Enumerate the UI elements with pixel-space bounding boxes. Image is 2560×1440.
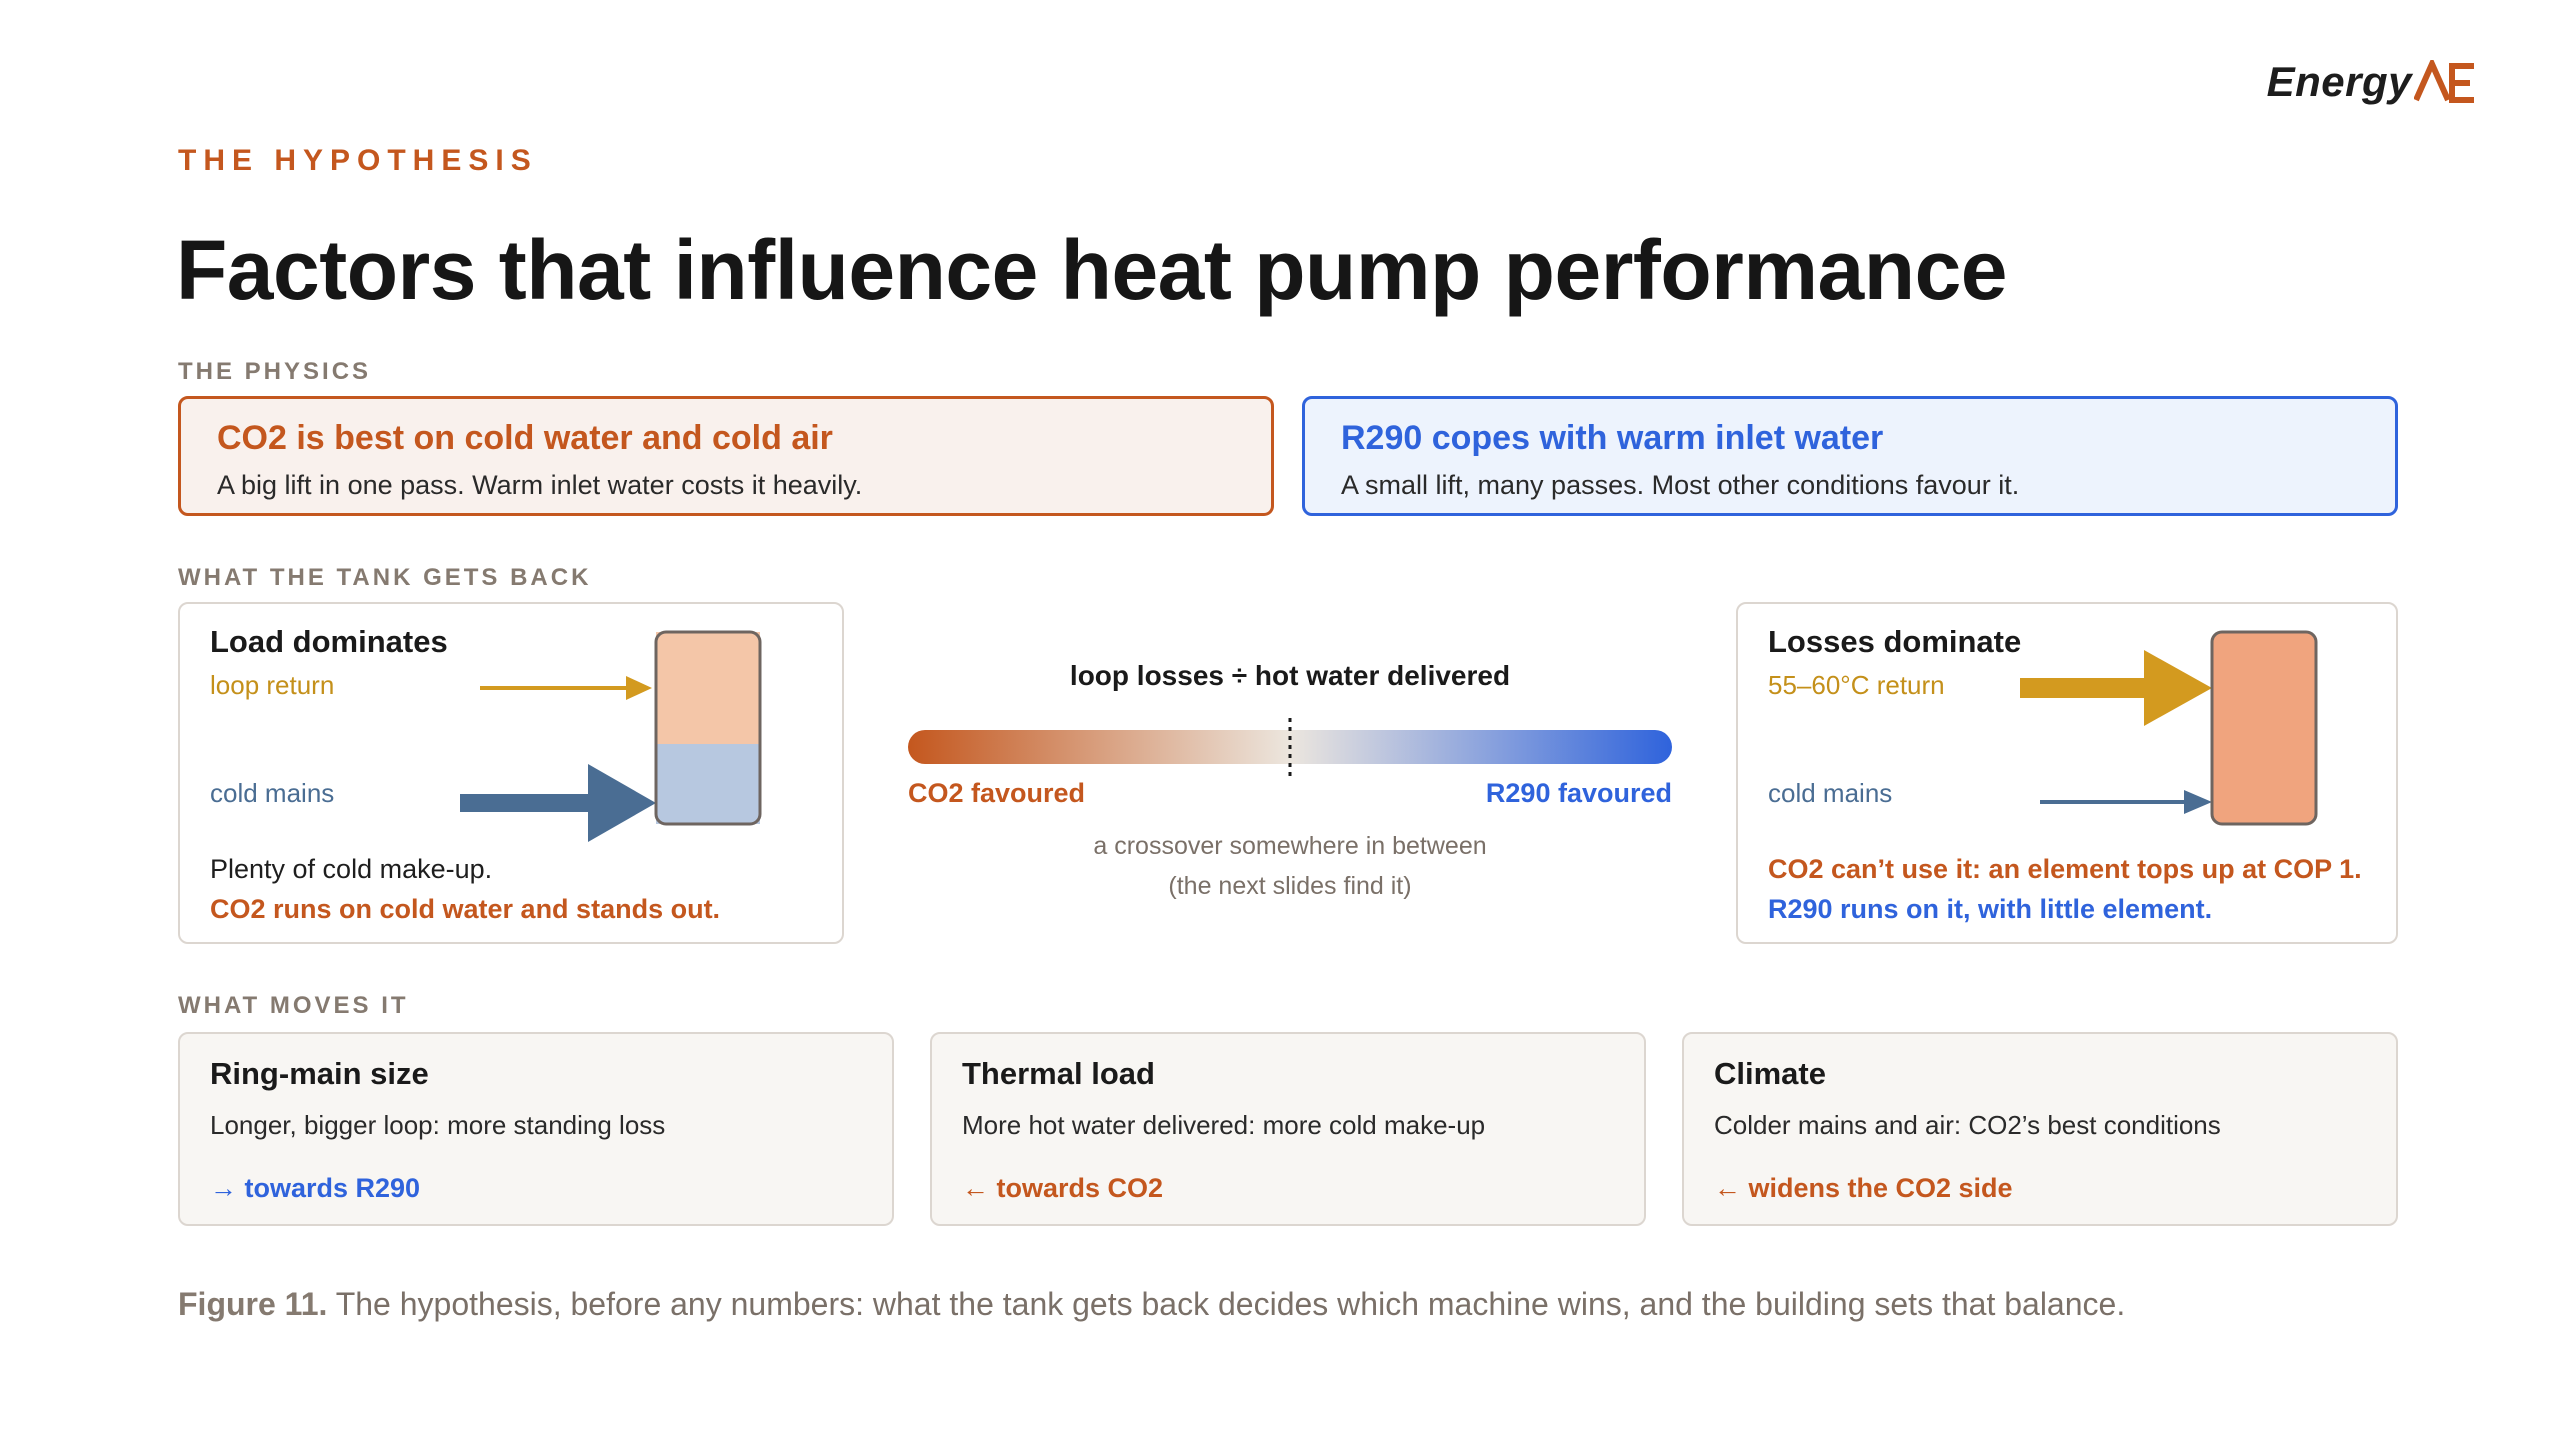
- move-card-ring-main: Ring-main size Longer, bigger loop: more…: [178, 1032, 894, 1226]
- load-dominates-title: Load dominates: [210, 624, 448, 659]
- logo-text: Energy: [2266, 58, 2412, 105]
- cold-mains-label-right: cold mains: [1768, 778, 1893, 808]
- hot-return-arrow-shaft: [2020, 678, 2146, 698]
- physics-co2-title: CO2 is best on cold water and cold air: [217, 419, 833, 457]
- ae-logo-mark-icon: [2414, 60, 2474, 103]
- mains-arrowhead-thin: [2184, 790, 2212, 814]
- scale-note: a crossover somewhere in between (the ne…: [900, 826, 1680, 906]
- physics-card-co2: CO2 is best on cold water and cold air A…: [178, 396, 1274, 516]
- move-text: Longer, bigger loop: more standing loss: [210, 1110, 666, 1140]
- move-title: Thermal load: [962, 1056, 1155, 1091]
- tank-card-losses-dominate: Losses dominate 55–60°C return cold main…: [1736, 602, 2398, 944]
- brand-logo: Energy: [2267, 58, 2480, 106]
- move-card-thermal-load: Thermal load More hot water delivered: m…: [930, 1032, 1646, 1226]
- loop-return-label: loop return: [210, 670, 335, 700]
- tank-cold-section: [656, 744, 760, 824]
- scale-gradient-bar: [908, 718, 1672, 776]
- section-label-physics: THE PHYSICS: [178, 358, 372, 385]
- caption-text: The hypothesis, before any numbers: what…: [327, 1286, 2126, 1322]
- move-text: Colder mains and air: CO2’s best conditi…: [1714, 1110, 2221, 1140]
- crossover-scale: loop losses ÷ hot water delivered CO2 fa…: [900, 660, 1680, 900]
- move-direction: ← towards CO2: [962, 1173, 1164, 1203]
- section-label-tank: WHAT THE TANK GETS BACK: [178, 564, 592, 591]
- scale-title: loop losses ÷ hot water delivered: [1069, 660, 1511, 691]
- mains-arrowhead: [588, 764, 656, 842]
- scale-note-line1: a crossover somewhere in between: [1093, 832, 1487, 860]
- figure-caption: Figure 11. The hypothesis, before any nu…: [178, 1286, 2125, 1323]
- mains-arrow-shaft: [460, 794, 588, 812]
- move-card-climate: Climate Colder mains and air: CO2’s best…: [1682, 1032, 2398, 1226]
- physics-co2-text: A big lift in one pass. Warm inlet water…: [217, 470, 863, 500]
- load-dominates-note: Plenty of cold make-up.: [210, 854, 493, 884]
- page-title: Factors that influence heat pump perform…: [176, 223, 2008, 317]
- cold-mains-label: cold mains: [210, 778, 335, 808]
- hot-return-label: 55–60°C return: [1768, 670, 1945, 700]
- caption-prefix: Figure 11.: [178, 1286, 328, 1322]
- section-label-moves: WHAT MOVES IT: [178, 992, 409, 1019]
- scale-right-label: R290 favoured: [1485, 778, 1672, 808]
- tank-hot: [2210, 630, 2318, 826]
- physics-r290-title: R290 copes with warm inlet water: [1341, 419, 1884, 457]
- losses-dominate-diagram: [2020, 630, 2318, 826]
- move-direction: ← widens the CO2 side: [1714, 1173, 2013, 1203]
- hot-return-arrowhead: [2144, 650, 2212, 726]
- eyebrow: THE HYPOTHESIS: [178, 144, 538, 177]
- losses-dominate-r290-note: R290 runs on it, with little element.: [1768, 894, 2213, 924]
- tank-outline: [654, 630, 762, 826]
- losses-dominate-title: Losses dominate: [1768, 624, 2022, 659]
- physics-r290-text: A small lift, many passes. Most other co…: [1341, 470, 2020, 500]
- losses-dominate-co2-note: CO2 can’t use it: an element tops up at …: [1768, 854, 2362, 884]
- move-title: Climate: [1714, 1056, 1826, 1091]
- scale-left-label: CO2 favoured: [908, 778, 1086, 808]
- move-direction: → towards R290: [210, 1173, 421, 1203]
- load-dominates-conclusion: CO2 runs on cold water and stands out.: [210, 894, 721, 924]
- move-text: More hot water delivered: more cold make…: [962, 1110, 1486, 1140]
- scale-note-line2: (the next slides find it): [1168, 872, 1412, 900]
- physics-card-r290: R290 copes with warm inlet water A small…: [1302, 396, 2398, 516]
- load-dominates-diagram: [460, 630, 762, 842]
- tank-warm-section: [656, 632, 760, 744]
- move-title: Ring-main size: [210, 1056, 429, 1091]
- tank-card-load-dominates: Load dominates loop return cold mains Pl…: [178, 602, 844, 944]
- loop-return-arrowhead: [626, 676, 652, 700]
